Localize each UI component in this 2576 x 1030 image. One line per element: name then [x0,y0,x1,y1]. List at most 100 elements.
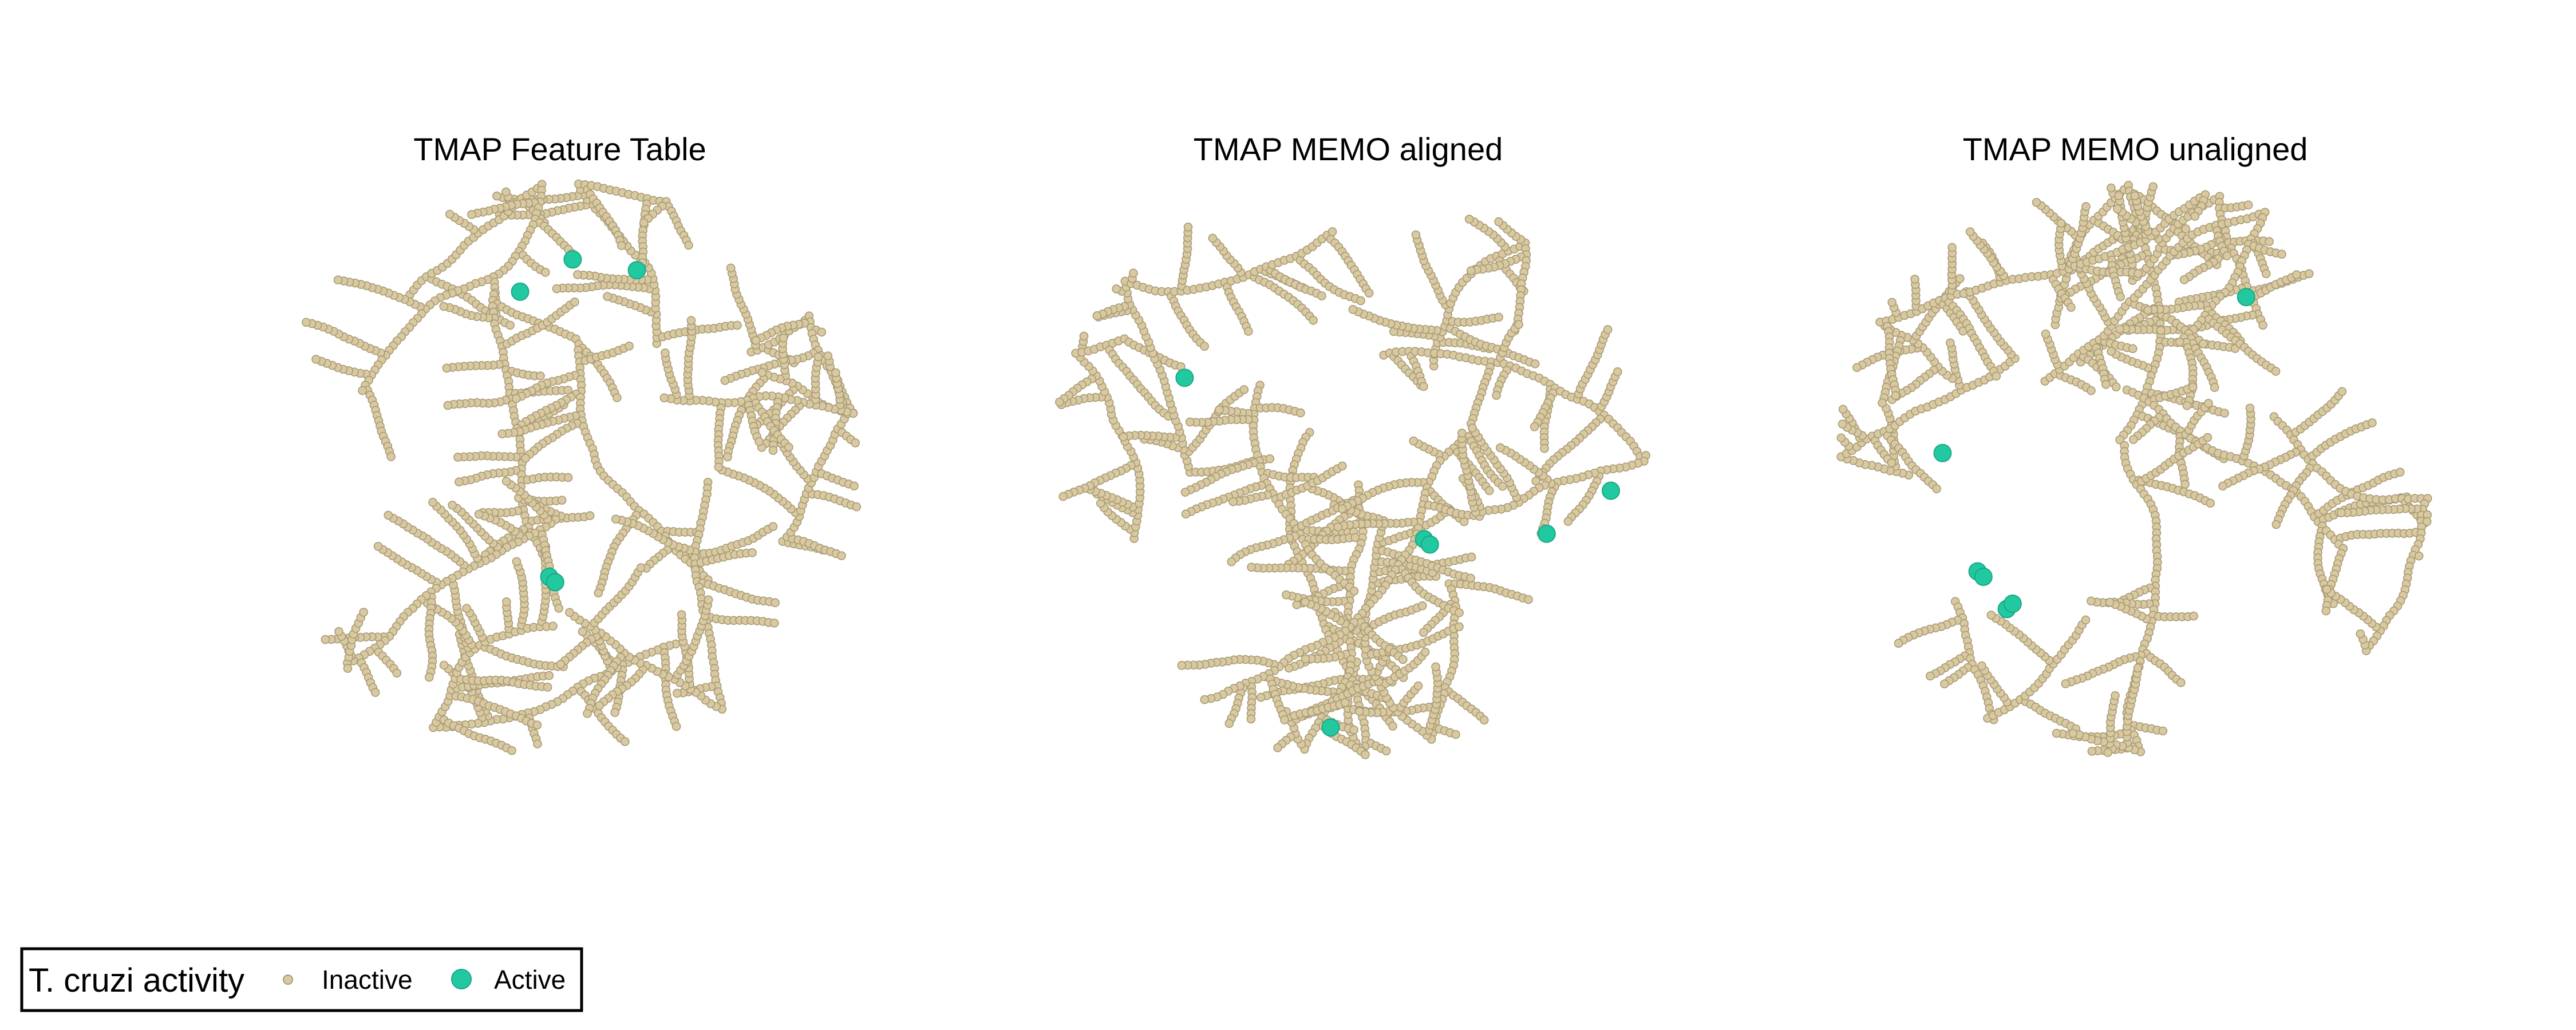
inactive-point [850,481,859,491]
inactive-point [603,292,612,302]
inactive-point [370,688,380,697]
inactive-point [757,368,767,377]
inactive-point [563,473,573,482]
inactive-point [557,496,567,505]
inactive-point [373,541,383,551]
active-point [563,250,582,269]
inactive-point [677,610,686,619]
inactive-point [611,514,621,524]
inactive-point [428,498,437,507]
inactive-point [659,393,669,403]
inactive-point [334,627,343,636]
inactive-point [779,333,788,343]
inactive-point [392,668,402,678]
inactive-point [817,327,827,337]
inactive-point [617,241,626,250]
inactive-point [505,320,515,330]
inactive-point [625,341,634,351]
inactive-point [492,191,501,201]
inactive-point [386,452,396,461]
inactive-point [595,701,605,710]
inactive-point [704,595,713,605]
inactive-point [770,619,779,628]
active-point [511,282,530,301]
inactive-point [723,452,732,462]
inactive-point [573,270,582,279]
inactive-point [455,477,464,486]
inactive-point [533,739,542,748]
inactive-point [594,588,603,598]
inactive-point [424,672,434,682]
inactive-point [543,683,552,692]
panel-memo-aligned: TMAP MEMO aligned [1055,131,1650,759]
inactive-point [501,477,511,486]
inactive-point [720,376,730,385]
panel-title: TMAP MEMO aligned [1194,131,1503,167]
inactive-point [784,442,793,452]
inactive-point [462,604,471,613]
inactive-point [358,386,367,395]
inactive-point [852,502,862,512]
inactive-point [442,363,452,373]
inactive-point [733,320,742,330]
panel-feature-table: TMAP Feature Table [302,131,862,755]
inactive-point [684,240,693,250]
inactive-point [823,351,833,360]
inactive-point [671,722,681,731]
inactive-point [540,268,550,277]
inactive-point [639,218,649,228]
inactive-point [610,708,619,717]
inactive-point [474,509,484,519]
inactive-point [311,355,321,364]
inactive-point [751,335,761,345]
inactive-point [302,318,311,327]
inactive-point [448,501,457,510]
inactive-point [813,352,823,362]
inactive-point [578,627,587,636]
inactive-point [502,597,511,607]
inactive-point [768,522,778,531]
inactive-point [583,709,592,718]
inactive-point [686,316,696,325]
panel-title: TMAP Feature Table [413,131,706,167]
inactive-point [536,371,545,381]
inactive-point [512,557,521,566]
inactive-point [726,263,736,273]
inactive-point [333,275,343,284]
active-point [546,573,564,592]
inactive-point [831,368,840,378]
inactive-point [554,604,564,613]
inactive-point [552,284,562,294]
inactive-point [661,348,670,358]
inactive-point [511,394,521,403]
active-point [627,261,646,280]
inactive-point [359,608,368,617]
inactive-point [565,608,574,617]
inactive-point [636,563,646,573]
inactive-point [621,737,630,746]
inactive-point [544,671,554,680]
inactive-point [714,462,724,472]
inactive-point [507,746,516,755]
inactive-point [771,598,780,608]
inactive-point [673,688,682,698]
inactive-point [532,720,542,730]
inactive-point [467,210,476,219]
inactive-point [613,393,622,402]
inactive-point [443,401,453,410]
inactive-point [453,453,463,462]
inactive-point [501,187,511,197]
inactive-point [439,302,449,311]
inactive-point [570,298,579,307]
inactive-point [343,664,353,673]
inactive-point [768,446,778,455]
inactive-point [748,548,757,557]
inactive-point [321,635,330,644]
inactive-points [302,179,862,755]
inactive-point [837,551,846,560]
inactive-point [556,660,566,669]
inactive-point [384,510,393,520]
inactive-point [439,660,449,670]
inactive-point [585,511,595,520]
